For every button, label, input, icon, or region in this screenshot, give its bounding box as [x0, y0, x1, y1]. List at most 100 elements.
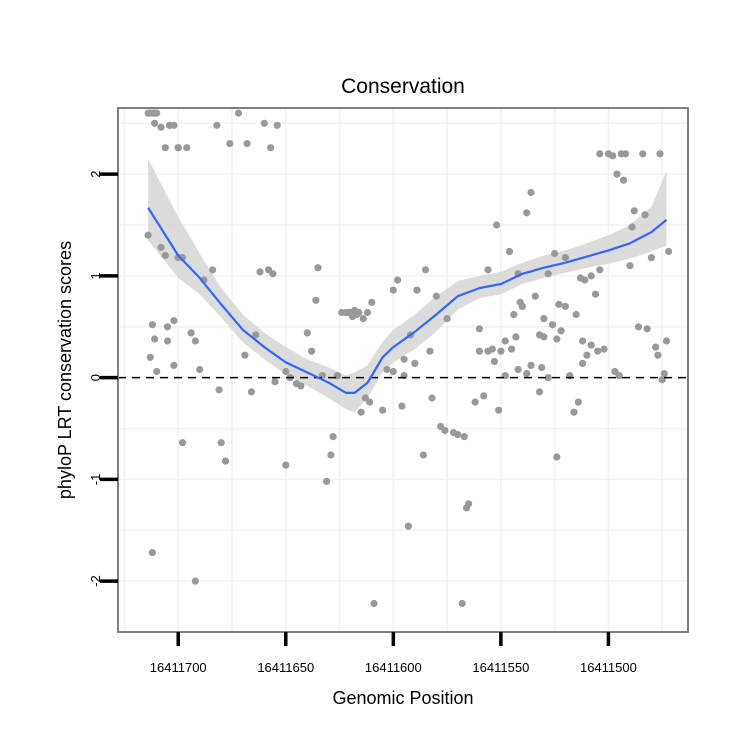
y-axis-label: phyloP LRT conservation scores: [55, 241, 75, 499]
data-points: [144, 109, 673, 608]
x-tick-label: 16411650: [257, 660, 314, 675]
data-point: [600, 345, 608, 353]
data-point: [523, 209, 531, 217]
data-point: [432, 292, 440, 300]
chart-title: Conservation: [341, 75, 465, 98]
data-point: [596, 150, 604, 158]
data-point: [665, 247, 673, 256]
ribbon-area: [148, 158, 667, 413]
data-point: [643, 325, 651, 333]
data-point: [428, 394, 436, 402]
data-point: [458, 599, 466, 608]
data-point: [518, 302, 527, 310]
data-point: [512, 333, 520, 341]
data-point: [613, 170, 621, 178]
data-point: [400, 355, 408, 363]
smooth-line: [147, 207, 668, 394]
data-point: [501, 337, 509, 345]
data-point: [596, 266, 604, 274]
data-point: [426, 347, 434, 355]
x-tick-label: 16411550: [472, 660, 529, 675]
data-point: [191, 337, 199, 345]
data-point: [163, 323, 172, 331]
data-point: [527, 188, 535, 197]
data-point: [247, 388, 255, 396]
data-point: [389, 286, 397, 294]
data-point: [662, 337, 671, 345]
data-point: [647, 254, 656, 262]
data-point: [187, 329, 195, 337]
data-point: [178, 439, 187, 447]
data-point: [411, 359, 419, 367]
data-point: [151, 119, 159, 127]
data-point: [553, 453, 561, 461]
data-point: [144, 231, 152, 239]
plot-border: [117, 107, 689, 633]
data-point: [495, 406, 503, 414]
data-point: [217, 439, 225, 447]
data-point: [252, 331, 260, 339]
data-point: [555, 300, 563, 308]
data-point: [161, 144, 169, 152]
y-axis: -2 -1 0 1 2: [88, 170, 118, 587]
data-point: [355, 308, 363, 317]
data-point: [570, 408, 578, 416]
data-point: [475, 325, 483, 333]
data-point: [157, 123, 165, 131]
data-point: [383, 365, 391, 374]
data-point: [398, 402, 406, 410]
data-point: [656, 150, 664, 158]
y-tick-label: -2: [88, 575, 103, 587]
data-point: [243, 140, 251, 148]
data-point: [404, 522, 412, 530]
smooth-trend-line: [147, 207, 668, 394]
data-point: [209, 266, 217, 274]
data-point: [490, 357, 498, 365]
data-point: [163, 337, 172, 345]
data-point: [357, 408, 365, 416]
data-point: [544, 270, 552, 278]
data-point: [553, 335, 561, 343]
data-point: [271, 378, 279, 386]
data-point: [508, 345, 516, 353]
data-point: [538, 363, 546, 372]
data-point: [213, 121, 221, 129]
data-point: [323, 477, 331, 485]
data-point: [394, 276, 402, 284]
data-point: [241, 351, 249, 359]
data-point: [170, 317, 178, 325]
data-point: [634, 323, 643, 331]
data-point: [630, 207, 638, 215]
data-point: [329, 433, 337, 441]
data-point: [536, 388, 544, 396]
data-point: [267, 144, 275, 152]
data-point: [256, 268, 264, 276]
data-point: [531, 292, 539, 300]
y-tick-label: 1: [88, 272, 103, 279]
data-point: [151, 335, 159, 343]
data-point: [327, 451, 335, 459]
data-point: [561, 254, 570, 262]
data-point: [591, 290, 600, 298]
y-tick-label: -1: [88, 474, 103, 486]
confidence-ribbon: [148, 158, 667, 413]
data-point: [148, 549, 156, 557]
data-point: [269, 270, 277, 278]
data-point: [641, 211, 649, 219]
data-point: [581, 276, 589, 284]
data-point: [460, 433, 468, 441]
data-point: [574, 398, 582, 406]
data-point: [652, 343, 660, 351]
x-tick-label: 16411700: [150, 660, 207, 675]
data-point: [493, 221, 501, 229]
x-tick-label: 16411600: [365, 660, 422, 675]
x-axis: 16411700 16411650 16411600 16411550 16411500: [150, 632, 637, 675]
data-point: [626, 262, 634, 270]
data-point: [583, 351, 591, 359]
data-point: [161, 251, 169, 260]
data-point: [146, 353, 154, 361]
data-point: [548, 321, 557, 329]
data-point: [443, 315, 451, 323]
data-point: [639, 150, 647, 158]
data-point: [226, 140, 234, 148]
